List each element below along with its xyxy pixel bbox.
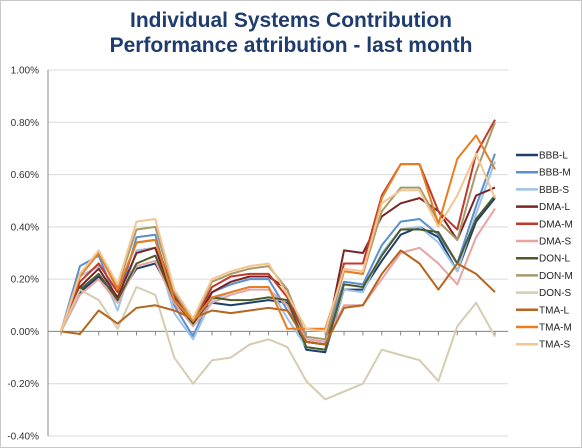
legend-label-dma-m: DMA-M xyxy=(539,219,573,230)
legend-label-bbb-m: BBB-M xyxy=(539,168,571,179)
chart-title: Individual Systems Contribution Performa… xyxy=(0,8,582,58)
y-tick-label: 0.80% xyxy=(11,118,39,129)
legend-label-tma-l: TMA-L xyxy=(539,305,569,316)
series-line-don-l xyxy=(60,194,496,351)
y-tick-label: 0.40% xyxy=(11,222,39,233)
series-line-dma-l xyxy=(60,186,496,346)
y-tick-label: 1.00% xyxy=(11,66,39,77)
legend-label-tma-s: TMA-S xyxy=(539,340,570,351)
series-line-tma-m xyxy=(60,134,496,332)
chart-title-line: Individual Systems Contribution xyxy=(129,9,453,32)
y-tick-label: 0.60% xyxy=(11,170,39,181)
legend-label-don-l: DON-L xyxy=(539,254,571,265)
legend-label-dma-s: DMA-S xyxy=(539,237,572,248)
legend-label-bbb-l: BBB-L xyxy=(539,151,568,162)
legend-label-dma-l: DMA-L xyxy=(539,202,571,213)
series-line-tma-s xyxy=(60,152,496,333)
legend-label-tma-m: TMA-M xyxy=(539,323,572,334)
chart-subtitle-line: Performance attribution - last month xyxy=(109,34,473,57)
y-tick-label: -0.40% xyxy=(7,432,39,443)
legend-label-don-s: DON-S xyxy=(539,288,572,299)
series-line-dma-s xyxy=(60,208,496,343)
series-line-bbb-m xyxy=(60,153,496,343)
series-line-don-s xyxy=(60,286,496,401)
y-tick-label: 0.00% xyxy=(11,327,39,338)
y-tick-label: -0.20% xyxy=(7,379,39,390)
legend-label-bbb-s: BBB-S xyxy=(539,185,569,196)
y-tick-label: 0.20% xyxy=(11,275,39,286)
legend-label-don-m: DON-M xyxy=(539,271,573,282)
